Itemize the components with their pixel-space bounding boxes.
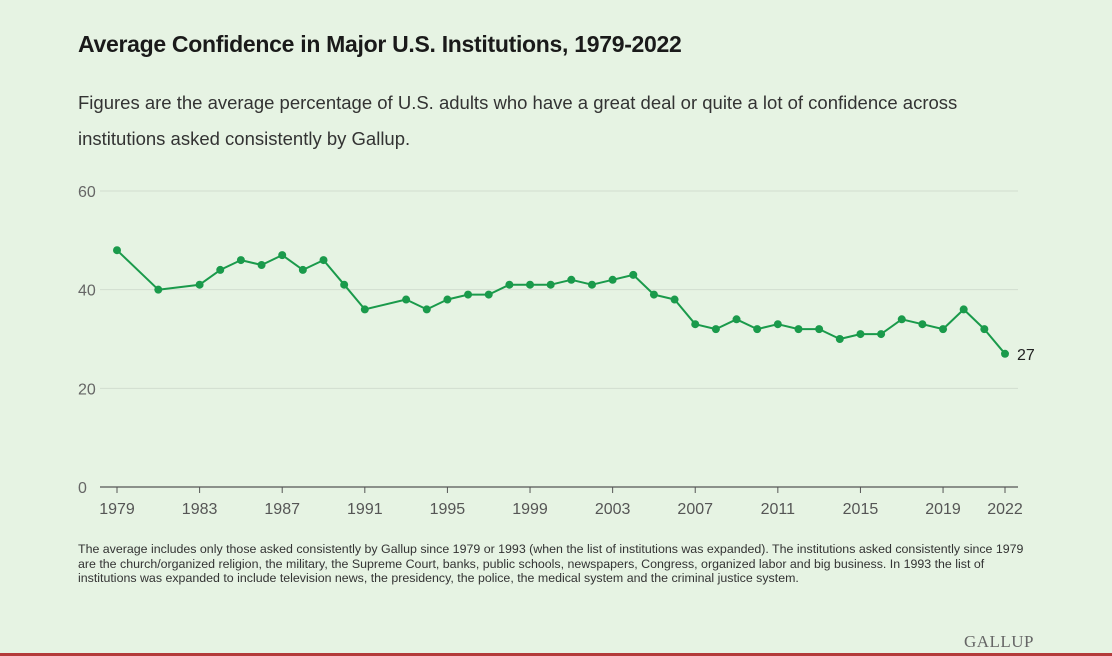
- data-point: [794, 325, 803, 334]
- y-tick-label: 60: [78, 184, 96, 201]
- x-tick-label: 1999: [512, 501, 548, 518]
- line-chart: 0 20 40 60 1979 1983 1987 1991 1995 1999 2003 2007 2…: [78, 184, 1035, 518]
- x-tick-label: 1983: [182, 501, 218, 518]
- x-tick-label: 1995: [430, 501, 466, 518]
- end-value-label: 27: [1017, 347, 1035, 364]
- gallup-logo: GALLUP: [963, 632, 1034, 651]
- data-point: [980, 325, 989, 334]
- data-point: [877, 330, 886, 339]
- data-point: [608, 275, 617, 284]
- data-point: [897, 315, 906, 324]
- bottom-rule: [0, 653, 1112, 656]
- data-point: [154, 285, 163, 294]
- data-point: [567, 275, 576, 284]
- data-point: [257, 261, 266, 269]
- series-layer: [113, 246, 1009, 358]
- chart-footnote: The average includes only those asked co…: [78, 542, 1024, 585]
- data-point: [691, 320, 700, 329]
- data-point: [422, 305, 431, 314]
- x-tick-label: 2015: [843, 501, 879, 518]
- x-tick-label: 2003: [595, 501, 631, 518]
- data-point: [835, 335, 844, 343]
- data-point: [464, 290, 473, 299]
- data-point: [629, 270, 638, 279]
- data-point: [753, 325, 762, 334]
- chart-subtitle: Figures are the average percentage of U.…: [78, 92, 958, 149]
- y-tick-label: 0: [78, 480, 87, 497]
- data-point: [959, 305, 968, 314]
- data-point: [195, 280, 204, 289]
- x-tick-label: 2007: [677, 501, 713, 518]
- data-point: [732, 315, 741, 324]
- data-point: [546, 280, 555, 289]
- data-point: [484, 290, 493, 299]
- data-point: [443, 295, 452, 304]
- data-point: [236, 256, 245, 265]
- chart-title: Average Confidence in Major U.S. Institu…: [78, 31, 682, 57]
- data-point: [670, 295, 679, 304]
- data-point: [587, 280, 596, 289]
- x-tick-label: 2011: [761, 501, 796, 518]
- x-tick-label: 2022: [987, 501, 1023, 518]
- data-point: [649, 290, 658, 299]
- data-point: [278, 251, 287, 260]
- x-tick-label: 1987: [264, 501, 300, 518]
- data-point: [216, 265, 225, 274]
- data-point: [939, 325, 948, 334]
- data-point: [918, 320, 927, 329]
- data-point: [505, 280, 514, 289]
- data-point: [711, 325, 720, 334]
- data-point: [402, 295, 411, 304]
- y-tick-label: 40: [78, 283, 96, 300]
- label-layer: 27: [1017, 347, 1035, 364]
- y-tick-label: 20: [78, 381, 96, 398]
- axis-layer: 0 20 40 60 1979 1983 1987 1991 1995 1999 2003 2007 2…: [78, 184, 1023, 518]
- x-tick-label: 1979: [99, 501, 135, 518]
- grid-layer: [100, 190, 1018, 389]
- data-point: [113, 246, 121, 255]
- data-point: [360, 305, 369, 314]
- x-tick-label: 1991: [347, 501, 383, 518]
- data-point: [526, 280, 535, 289]
- data-point: [319, 256, 328, 265]
- series-line: [116, 249, 1006, 355]
- data-point: [340, 280, 349, 289]
- data-point: [1001, 349, 1009, 358]
- data-point: [815, 325, 824, 334]
- data-point: [773, 320, 782, 329]
- data-point: [298, 265, 307, 274]
- x-tick-label: 2019: [925, 501, 961, 518]
- data-point: [856, 330, 865, 339]
